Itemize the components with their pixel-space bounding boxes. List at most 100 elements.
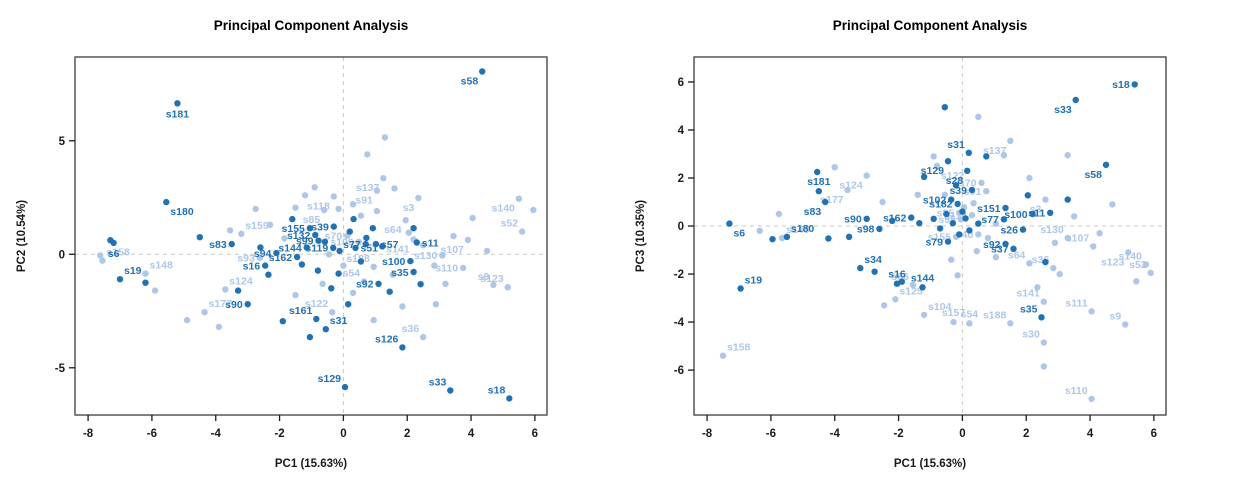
data-point xyxy=(898,278,905,285)
y-tick-label: 5 xyxy=(59,136,66,148)
x-tick-label: 0 xyxy=(340,428,346,440)
point-label: s129 xyxy=(318,373,342,385)
data-point xyxy=(234,287,242,294)
point-label: s19 xyxy=(124,265,142,277)
data-point xyxy=(389,271,397,278)
data-point xyxy=(405,229,412,236)
point-label: s19 xyxy=(745,275,763,287)
data-point xyxy=(163,198,170,206)
data-point xyxy=(483,247,491,255)
point-label: s122 xyxy=(305,298,329,310)
data-point xyxy=(941,191,948,198)
point-label: s3 xyxy=(1030,204,1042,216)
data-point xyxy=(266,221,274,228)
point-label: s148 xyxy=(150,260,174,272)
data-point xyxy=(262,262,269,269)
y-tick-label: -6 xyxy=(674,365,684,377)
x-tick-label: -4 xyxy=(830,428,841,440)
data-point xyxy=(966,320,973,327)
point-label: s159 xyxy=(245,220,269,232)
data-point xyxy=(364,151,371,158)
data-point xyxy=(930,153,937,160)
data-point xyxy=(116,276,124,283)
data-point xyxy=(737,285,744,292)
point-label: s11 xyxy=(1028,208,1045,220)
point-label: s83 xyxy=(804,206,822,218)
data-point xyxy=(726,220,733,227)
point-label: s182 xyxy=(929,199,953,211)
plot-border xyxy=(693,56,1167,416)
point-label: s57 xyxy=(381,239,399,251)
data-point xyxy=(329,309,336,316)
data-point xyxy=(1010,245,1017,252)
data-point xyxy=(1026,260,1033,267)
data-point xyxy=(349,201,357,208)
data-point xyxy=(889,217,896,224)
point-label: s16 xyxy=(888,269,906,281)
data-point xyxy=(936,225,944,232)
point-label: s177 xyxy=(209,298,233,310)
data-point xyxy=(992,254,1000,261)
data-point xyxy=(920,173,928,180)
data-point xyxy=(293,253,301,261)
data-point xyxy=(863,215,870,222)
data-point xyxy=(328,285,335,292)
point-label: s18 xyxy=(1112,79,1130,91)
data-point xyxy=(281,235,288,242)
data-point xyxy=(362,240,369,248)
data-point xyxy=(984,234,992,242)
point-label: s58 xyxy=(1084,169,1102,181)
data-point xyxy=(447,387,454,394)
y-tick-label: 4 xyxy=(678,125,685,137)
point-label: s158 xyxy=(106,247,130,259)
point-label: s66 xyxy=(891,271,909,283)
point-label: s181 xyxy=(807,176,831,188)
data-point xyxy=(399,303,406,310)
data-point xyxy=(360,278,368,285)
data-point xyxy=(1050,264,1057,272)
point-label: s158 xyxy=(727,342,751,354)
point-label: s11 xyxy=(422,237,439,249)
point-label: s162 xyxy=(269,252,293,264)
point-label: s123 xyxy=(1101,256,1125,268)
data-point xyxy=(930,215,937,222)
data-point xyxy=(292,204,299,211)
point-label: s107 xyxy=(1066,232,1090,244)
data-point xyxy=(778,234,786,242)
data-point xyxy=(908,214,915,221)
data-point xyxy=(313,315,320,323)
y-tick-label: 2 xyxy=(678,173,684,185)
data-point xyxy=(1047,209,1054,216)
data-point xyxy=(142,279,149,286)
data-point xyxy=(151,287,159,294)
data-point xyxy=(871,268,878,275)
point-label: s79 xyxy=(925,236,943,248)
data-point xyxy=(944,238,952,245)
data-point xyxy=(321,238,329,245)
data-point xyxy=(256,254,263,261)
data-point xyxy=(863,172,870,179)
data-point xyxy=(479,68,486,75)
data-point xyxy=(432,301,440,308)
data-point xyxy=(968,186,976,194)
data-point xyxy=(315,237,322,244)
data-point xyxy=(530,206,537,214)
point-label: s110 xyxy=(435,263,458,275)
point-label: s90 xyxy=(225,299,243,311)
data-point xyxy=(1088,308,1095,315)
point-label: s140 xyxy=(492,203,516,215)
data-point xyxy=(431,262,438,269)
x-tick-label: 6 xyxy=(532,428,538,440)
data-point xyxy=(914,191,921,198)
data-point xyxy=(881,302,888,309)
series-dark: s58s181s180s6s19s83s94s16s162s144s155s13… xyxy=(107,68,513,402)
data-point xyxy=(1147,269,1154,277)
data-point xyxy=(944,158,952,165)
data-point xyxy=(417,281,424,288)
data-point xyxy=(1029,210,1036,218)
point-label: s162 xyxy=(883,212,907,224)
point-label: s18 xyxy=(488,384,506,396)
data-point xyxy=(420,333,427,341)
data-point xyxy=(966,227,973,234)
